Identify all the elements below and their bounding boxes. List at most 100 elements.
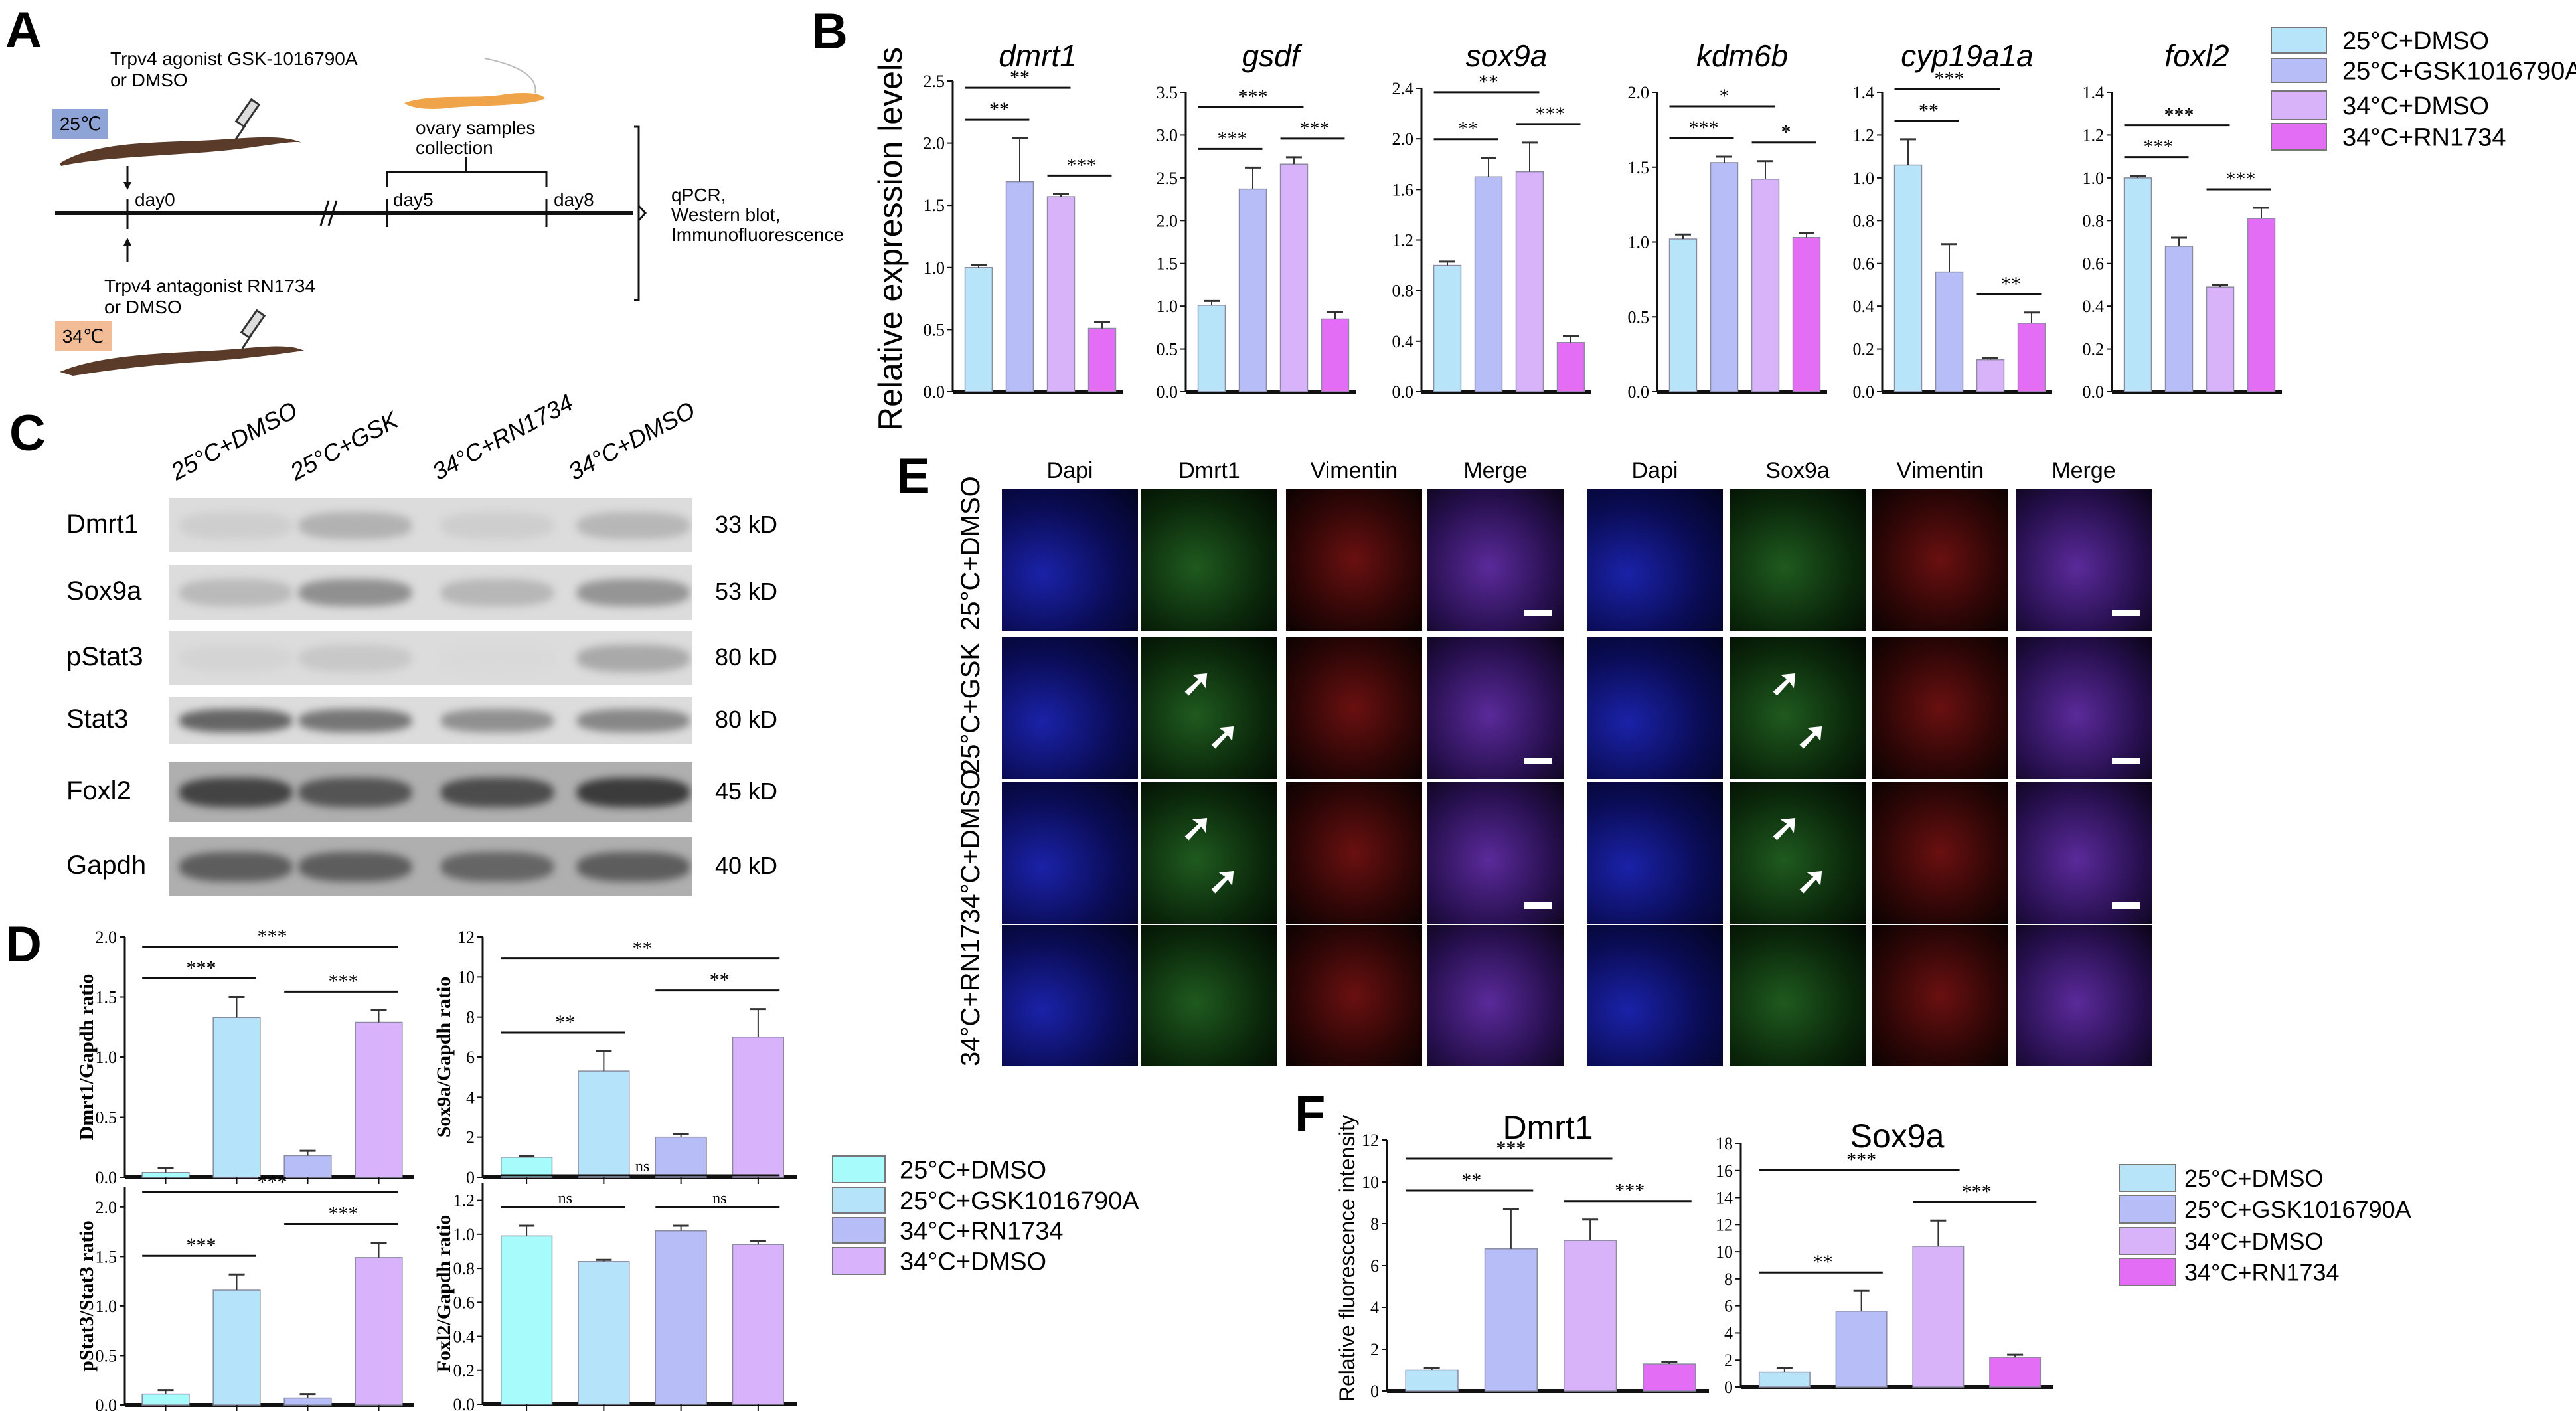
bar-2 xyxy=(655,1136,707,1178)
significance-label: ns xyxy=(558,1190,572,1207)
protein-band xyxy=(179,851,292,882)
y-tick-label: 0.0 xyxy=(1853,382,1875,402)
bar-0 xyxy=(2123,177,2152,392)
y-tick-label: 1.5 xyxy=(1157,254,1178,274)
y-tick-label: 0 xyxy=(1724,1378,1733,1397)
fluorescence-image xyxy=(1002,925,1138,1066)
eel-icon xyxy=(60,346,304,376)
arrow-icon: ➚ xyxy=(1796,859,1827,901)
y-tick-label: 12 xyxy=(1362,1131,1379,1150)
y-tick-label: 1.0 xyxy=(453,1225,475,1244)
significance-label: *** xyxy=(1218,127,1248,149)
bar-1 xyxy=(1710,162,1739,392)
fluorescence-image xyxy=(1286,925,1422,1066)
y-tick-label: 1.4 xyxy=(1853,83,1875,102)
bar-0 xyxy=(964,267,993,392)
significance-label: *** xyxy=(1067,154,1097,176)
y-tick-label: 1.2 xyxy=(1853,125,1875,145)
bar-0 xyxy=(1668,238,1698,392)
y-tick-label: 1.2 xyxy=(1392,231,1414,250)
agonist-label: Trpv4 agonist GSK-1016790A xyxy=(110,48,358,69)
fluorescence-image xyxy=(1427,782,1564,924)
temp-badge-34 xyxy=(55,321,112,351)
protein-band xyxy=(577,578,690,606)
y-tick-label: 1.4 xyxy=(2083,83,2105,102)
y-tick-label: 0 xyxy=(466,1168,475,1187)
arrow-icon: ➚ xyxy=(1181,806,1212,848)
legend-label: 25°C+GSK1016790A xyxy=(900,1187,1139,1215)
bar-1 xyxy=(212,1017,261,1178)
y-tick-label: 1.5 xyxy=(96,1247,118,1266)
protein-band xyxy=(299,708,412,732)
arrow-icon: ➚ xyxy=(1181,661,1212,703)
y-tick-label: 2.0 xyxy=(96,928,118,947)
y-tick-label: 12 xyxy=(1716,1215,1733,1234)
y-tick-label: 2.0 xyxy=(1157,211,1178,230)
bar-1 xyxy=(1935,271,1964,392)
fluorescence-image xyxy=(1002,637,1138,779)
y-tick-label: 18 xyxy=(1716,1134,1733,1153)
y-tick-label: 0.2 xyxy=(453,1361,475,1380)
protein-band xyxy=(441,851,554,882)
bar-chart-4: 0.00.20.40.60.81.01.21.4*******cyp19a1a xyxy=(1853,39,2052,402)
significance-label: *** xyxy=(329,1203,359,1224)
y-tick-label: 6 xyxy=(1370,1256,1379,1276)
bar-3 xyxy=(1321,318,1350,392)
temp-badge-25 xyxy=(52,109,108,139)
y-tick-label: 0.5 xyxy=(96,1108,118,1127)
agonist-label-2: or DMSO xyxy=(110,70,188,90)
temp-label-34: 34℃ xyxy=(62,326,104,347)
y-tick-label: 0.0 xyxy=(1157,382,1178,402)
protein-label: Stat3 xyxy=(66,705,129,734)
fluorescence-image xyxy=(2016,489,2152,631)
blot-strip-sox9a xyxy=(169,565,692,620)
legend-label: 25°C+DMSO xyxy=(2184,1165,2323,1192)
y-tick-label: 0.0 xyxy=(1392,382,1414,402)
charts-layer: 0.00.51.01.52.02.5*******dmrt10.00.51.01… xyxy=(76,27,2576,1411)
legend-label: 25°C+DMSO xyxy=(900,1157,1046,1185)
y-tick-label: 0.0 xyxy=(453,1395,475,1411)
panel-label-b: B xyxy=(811,3,848,60)
protein-band xyxy=(441,578,554,606)
y-tick-label: 0.5 xyxy=(924,320,945,339)
day8-label: day8 xyxy=(554,189,594,210)
protein-band xyxy=(441,777,554,807)
fluorescence-image xyxy=(1587,489,1723,631)
y-tick-label: 14 xyxy=(1716,1189,1733,1208)
y-tick-label: 0.6 xyxy=(453,1293,475,1312)
bar-3 xyxy=(355,1021,403,1178)
protein-band xyxy=(179,708,292,732)
y-tick-label: 2.0 xyxy=(924,134,945,153)
protein-label: Foxl2 xyxy=(66,776,131,805)
y-tick-label: 2.0 xyxy=(96,1198,118,1217)
fluorescence-image: ➚ ➚ xyxy=(1730,782,1866,924)
protein-band xyxy=(441,511,554,539)
y-tick-label: 0.8 xyxy=(453,1259,475,1278)
y-tick-label: 3.5 xyxy=(1157,83,1178,102)
scale-bar xyxy=(2112,610,2140,616)
significance-label: *** xyxy=(258,1171,287,1193)
significance-label: *** xyxy=(1496,1137,1526,1159)
timeline-break-icon xyxy=(319,200,338,226)
fluorescence-image xyxy=(1427,637,1564,779)
bar-2 xyxy=(283,1155,332,1178)
bar-3 xyxy=(1643,1363,1696,1392)
protein-label: Sox9a xyxy=(66,576,142,606)
assay-bracket xyxy=(634,125,647,301)
arrow-icon: ➚ xyxy=(1769,661,1801,703)
bar-chart-3: 0.00.51.01.52.0*** **kdm6b xyxy=(1628,39,1827,402)
chart-title: foxl2 xyxy=(2164,39,2229,73)
bar-1 xyxy=(212,1289,261,1406)
bar-2 xyxy=(1515,171,1544,392)
panel_f-legend: 25°C+DMSO 25°C+GSK1016790A 34°C+DMSO 34°C+R… xyxy=(2119,1164,2411,1286)
legend-label: 25°C+GSK1016790A xyxy=(2342,58,2576,86)
y-tick-label: 8 xyxy=(1724,1270,1733,1289)
bar-2 xyxy=(1279,163,1309,392)
molecular-weight-label: 53 kD xyxy=(715,578,778,605)
fluorescence-image xyxy=(1587,925,1723,1066)
protein-band xyxy=(577,777,690,807)
bar-1 xyxy=(2164,246,2194,392)
bar-3 xyxy=(1087,327,1117,392)
bar-2 xyxy=(655,1230,707,1405)
